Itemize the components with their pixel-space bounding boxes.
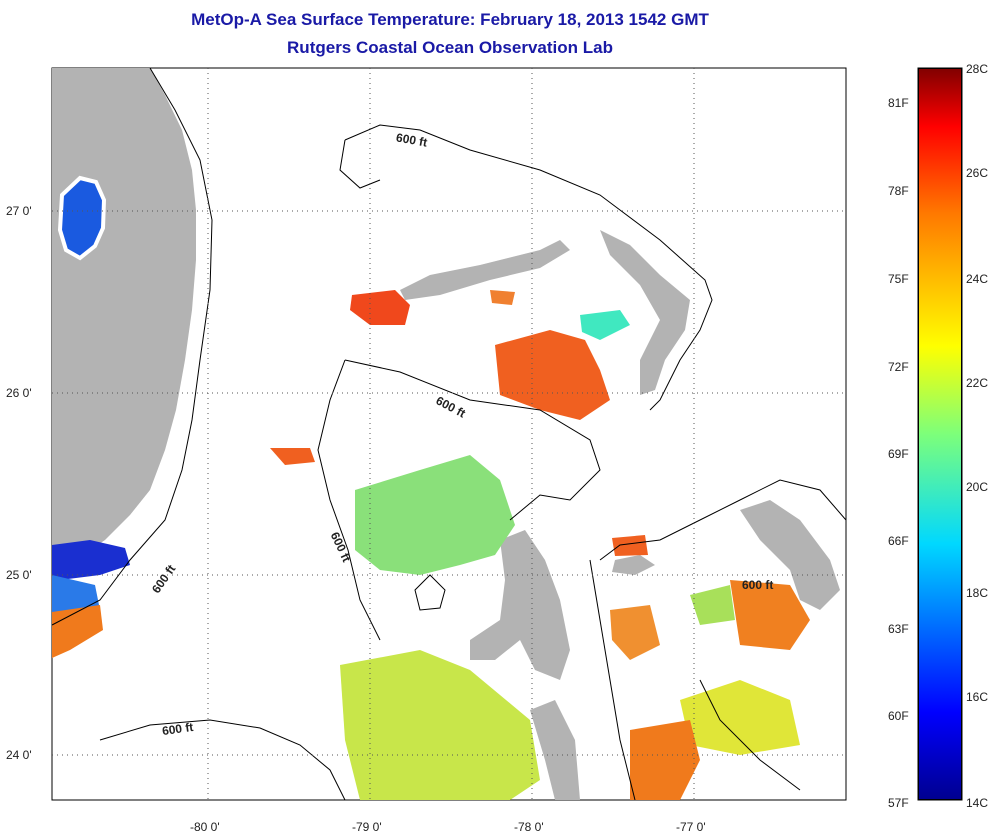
colorbar-gradient <box>917 67 963 801</box>
map-content <box>52 68 846 800</box>
cb-c-18: 18C <box>966 586 989 600</box>
cb-f-81: 81F <box>888 96 909 110</box>
cb-c-14: 14C <box>966 796 989 810</box>
keys-cool-water <box>52 540 130 580</box>
sst-orange-patch-1 <box>630 720 700 800</box>
cb-c-28: 28C <box>966 62 989 76</box>
map-title: MetOp-A Sea Surface Temperature: Februar… <box>191 10 709 29</box>
lake-okeechobee <box>57 175 107 261</box>
sst-orange-patch-4 <box>612 535 648 556</box>
lon-label-78: -78 0' <box>514 820 544 834</box>
keys-blue-water <box>52 575 100 615</box>
map-subtitle: Rutgers Coastal Ocean Observation Lab <box>287 38 613 57</box>
cb-f-60: 60F <box>888 709 909 723</box>
abaco <box>600 230 690 395</box>
sst-green-patch-1 <box>355 455 515 575</box>
south-andros <box>530 700 580 800</box>
new-providence <box>612 555 655 575</box>
sst-warm-patch-2 <box>495 330 610 420</box>
sst-warm-patch-4 <box>490 290 515 305</box>
contour-andros-east <box>589 559 636 800</box>
contour-label-6: 600 ft <box>742 578 774 592</box>
sst-warm-patch-1 <box>350 290 410 325</box>
colorbar <box>918 68 962 800</box>
lat-label-25: 25 0' <box>6 568 32 582</box>
cb-c-22: 22C <box>966 376 989 390</box>
cb-f-78: 78F <box>888 184 909 198</box>
sst-orange-patch-3 <box>610 605 660 660</box>
lat-label-27: 27 0' <box>6 204 32 218</box>
cb-f-69: 69F <box>888 447 909 461</box>
sst-yellow-patch <box>680 680 800 755</box>
contour-florida <box>52 68 213 626</box>
grand-bahama <box>400 240 570 300</box>
lon-label-79: -79 0' <box>352 820 382 834</box>
sst-green-patch-3 <box>690 585 735 625</box>
eleuthera <box>740 500 840 610</box>
contour-tongue <box>599 479 846 561</box>
depth-contours <box>52 68 846 800</box>
sst-warm-patch-3 <box>270 448 315 465</box>
cb-f-75: 75F <box>888 272 909 286</box>
contour-cay-sal <box>414 574 446 611</box>
cb-f-63: 63F <box>888 622 909 636</box>
cb-f-66: 66F <box>888 534 909 548</box>
cb-f-72: 72F <box>888 360 909 374</box>
cb-c-16: 16C <box>966 690 989 704</box>
lon-label-77: -77 0' <box>676 820 706 834</box>
sst-orange-patch-2 <box>730 580 810 650</box>
lon-label-80: -80 0' <box>190 820 220 834</box>
contour-great-bahama <box>344 359 601 521</box>
lat-label-24: 24 0' <box>6 748 32 762</box>
contour-little-bahama <box>344 124 713 411</box>
cb-f-57: 57F <box>888 796 909 810</box>
contour-south <box>99 719 346 800</box>
andros <box>470 530 570 680</box>
cb-c-24: 24C <box>966 272 989 286</box>
grid-lines <box>52 68 846 800</box>
lat-label-26: 26 0' <box>6 386 32 400</box>
contour-exuma <box>699 679 801 791</box>
sst-cyan-patch <box>580 310 630 340</box>
cb-c-20: 20C <box>966 480 989 494</box>
cb-c-26: 26C <box>966 166 989 180</box>
contour-west-bank <box>317 359 381 641</box>
sst-green-patch-2 <box>340 650 540 800</box>
